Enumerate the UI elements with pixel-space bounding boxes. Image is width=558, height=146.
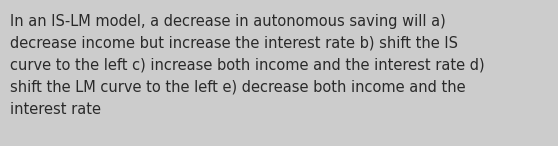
Text: In an IS-LM model, a decrease in autonomous saving will a): In an IS-LM model, a decrease in autonom… (10, 14, 446, 29)
Text: interest rate: interest rate (10, 102, 101, 117)
Text: shift the LM curve to the left e) decrease both income and the: shift the LM curve to the left e) decrea… (10, 80, 465, 95)
Text: decrease income but increase the interest rate b) shift the IS: decrease income but increase the interes… (10, 36, 458, 51)
Text: curve to the left c) increase both income and the interest rate d): curve to the left c) increase both incom… (10, 58, 485, 73)
